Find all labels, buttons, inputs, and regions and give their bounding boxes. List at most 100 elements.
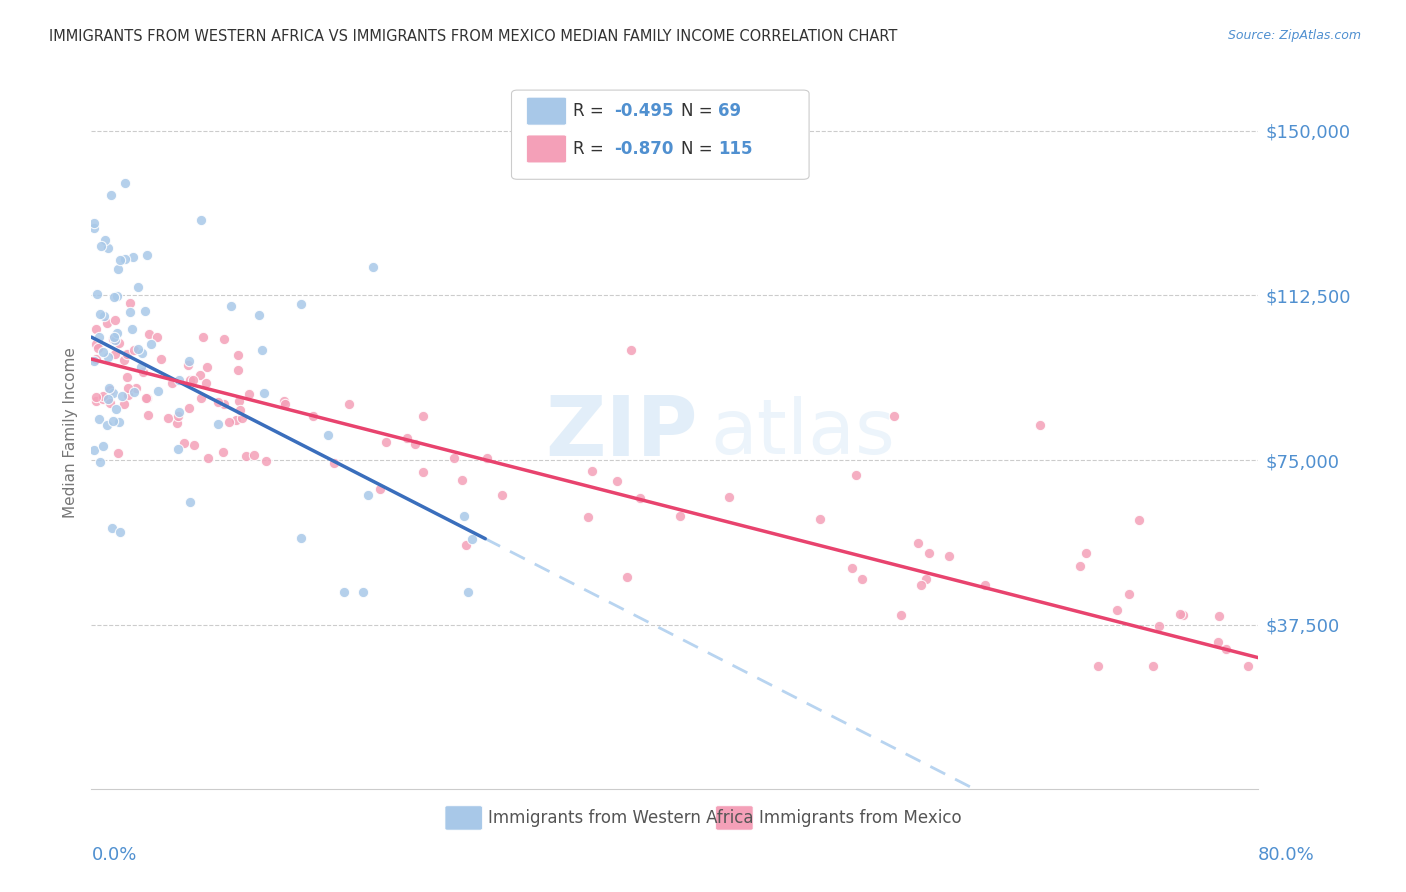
Point — [156, 411, 179, 425]
Point — [177, 358, 200, 372]
Point — [443, 450, 465, 465]
Point — [491, 487, 513, 501]
Text: 69: 69 — [718, 103, 741, 120]
Point — [197, 450, 219, 465]
Point — [212, 333, 235, 347]
Point — [84, 390, 107, 404]
Point — [195, 359, 218, 374]
Point — [84, 336, 107, 351]
Point — [120, 305, 142, 319]
Point — [274, 396, 297, 410]
Point — [290, 531, 312, 545]
Point — [907, 535, 929, 549]
Point — [190, 391, 212, 405]
Point — [238, 386, 260, 401]
Point — [194, 376, 217, 390]
Point — [86, 287, 108, 301]
Point — [129, 360, 152, 375]
Point — [104, 312, 127, 326]
Point — [718, 490, 741, 504]
FancyBboxPatch shape — [444, 805, 482, 830]
Point — [1076, 546, 1098, 560]
Point — [97, 392, 120, 406]
Point — [83, 443, 105, 458]
Point — [166, 416, 188, 430]
Point — [121, 250, 143, 264]
Point — [90, 239, 112, 253]
Point — [103, 330, 125, 344]
Point — [112, 397, 135, 411]
Point — [101, 521, 124, 535]
Point — [105, 401, 128, 416]
Point — [226, 348, 249, 362]
Point — [938, 549, 960, 563]
Point — [124, 381, 146, 395]
Point — [190, 213, 212, 227]
Point — [122, 343, 145, 357]
Point — [302, 409, 325, 423]
FancyBboxPatch shape — [512, 90, 808, 179]
Point — [851, 573, 873, 587]
Point — [83, 221, 105, 235]
Point — [225, 413, 247, 427]
Point — [160, 376, 183, 390]
Point — [273, 393, 295, 408]
Text: ZIP: ZIP — [546, 392, 699, 473]
Point — [107, 336, 129, 351]
Point — [114, 177, 136, 191]
Point — [96, 316, 118, 330]
Text: 115: 115 — [718, 140, 752, 158]
Point — [352, 584, 374, 599]
Text: R =: R = — [574, 103, 609, 120]
Point — [219, 299, 242, 313]
Point — [581, 464, 603, 478]
Point — [177, 354, 200, 368]
Point — [134, 303, 156, 318]
Point — [131, 346, 153, 360]
Point — [117, 388, 139, 402]
Point — [456, 538, 478, 552]
Point — [1215, 641, 1237, 656]
Point — [91, 392, 114, 406]
Point — [135, 248, 157, 262]
Point — [179, 373, 201, 387]
Point — [108, 252, 131, 267]
Point — [138, 408, 160, 422]
Point — [669, 508, 692, 523]
Point — [103, 347, 125, 361]
Point — [150, 352, 173, 367]
Point — [83, 354, 105, 368]
Point — [183, 373, 205, 387]
Point — [112, 352, 135, 367]
Point — [229, 403, 252, 417]
Point — [231, 411, 253, 425]
Point — [188, 368, 211, 383]
Point — [917, 546, 939, 560]
Point — [252, 385, 274, 400]
Point — [1142, 659, 1164, 673]
Point — [243, 448, 266, 462]
Text: N =: N = — [681, 103, 717, 120]
Point — [146, 330, 169, 344]
Point — [395, 431, 418, 445]
Point — [1118, 587, 1140, 601]
Point — [107, 262, 129, 277]
Point — [606, 474, 628, 488]
Point — [83, 216, 105, 230]
Point — [87, 342, 110, 356]
Point — [121, 322, 143, 336]
Point — [290, 297, 312, 311]
Point — [166, 409, 188, 424]
Text: atlas: atlas — [710, 396, 894, 469]
Point — [890, 608, 912, 623]
Point — [412, 465, 434, 479]
Point — [124, 385, 146, 400]
Point — [841, 561, 863, 575]
Point — [1237, 659, 1260, 673]
Text: Immigrants from Mexico: Immigrants from Mexico — [759, 809, 962, 827]
FancyBboxPatch shape — [527, 135, 567, 163]
Point — [1028, 417, 1050, 432]
Point — [89, 412, 111, 426]
Point — [97, 380, 120, 394]
Point — [103, 290, 125, 304]
